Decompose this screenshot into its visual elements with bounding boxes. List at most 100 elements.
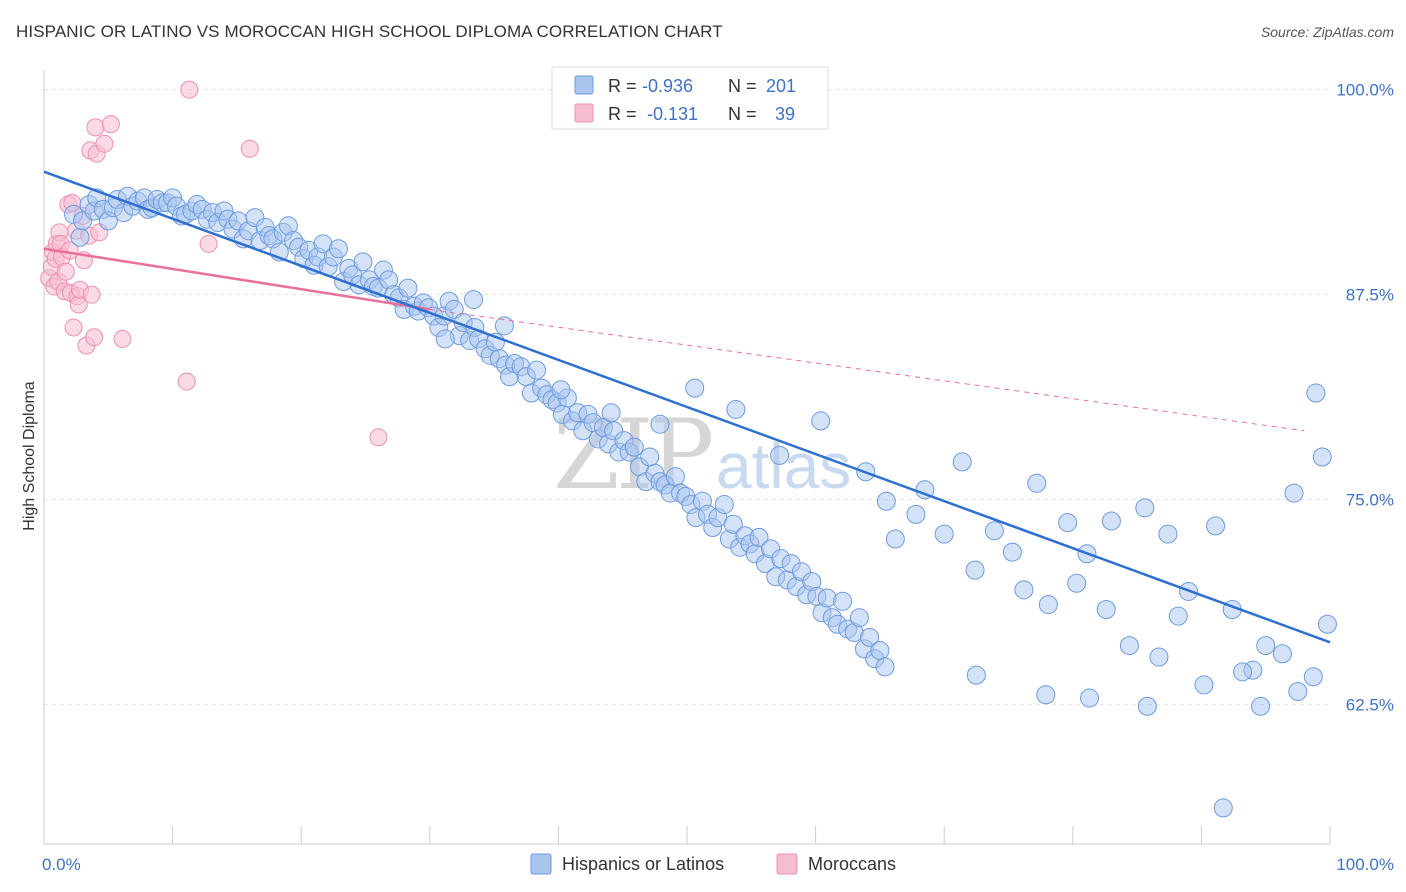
hispanics-point <box>527 360 547 380</box>
hispanics-point <box>464 290 484 310</box>
source-credit: Source: ZipAtlas.com <box>1260 24 1394 40</box>
hispanics-point <box>1058 513 1078 533</box>
hispanics-point <box>70 227 90 247</box>
series-swatch-hispanics <box>530 853 552 875</box>
y-axis-tick-labels: 100.0% 87.5% 75.0% 62.5% <box>1336 81 1394 715</box>
moroccans-trend-extension <box>429 308 1305 432</box>
hispanics-point <box>934 524 954 544</box>
hispanics-point <box>860 627 880 647</box>
hispanics-point <box>494 316 514 336</box>
moroccans-points <box>40 80 388 447</box>
hispanics-point <box>685 378 705 398</box>
hispanics-point <box>551 380 571 400</box>
hispanics-point <box>1317 614 1337 634</box>
hispanics-point <box>624 437 644 457</box>
hispanics-trend-line <box>43 170 1331 644</box>
legend-box <box>551 66 829 130</box>
hispanics-point <box>723 514 743 534</box>
y-tick-label: 62.5% <box>1346 696 1394 715</box>
gridlines <box>44 89 1330 706</box>
hispanics-point <box>885 529 905 549</box>
hispanics-point <box>1168 606 1188 626</box>
hispanics-point <box>714 495 734 515</box>
y-tick-label: 100.0% <box>1336 81 1394 100</box>
series-label-moroccans: Moroccans <box>808 854 896 874</box>
hispanics-point <box>984 521 1004 541</box>
y-axis-title: High School Diploma <box>21 381 38 531</box>
hispanics-point <box>966 665 986 685</box>
hispanics-point <box>1036 685 1056 705</box>
hispanics-point <box>1194 675 1214 695</box>
hispanics-point <box>1288 681 1308 701</box>
hispanics-point <box>1101 511 1121 531</box>
moroccans-point <box>82 285 101 304</box>
hispanics-point <box>875 657 895 677</box>
legend-swatch-moroccans <box>574 103 594 123</box>
hispanics-point <box>1135 498 1155 518</box>
hispanics-points <box>64 186 1337 818</box>
legend-r-label-1: R = <box>608 76 637 96</box>
hispanics-point <box>1312 447 1332 467</box>
moroccans-point <box>240 139 259 158</box>
hispanics-point <box>1096 600 1116 620</box>
moroccans-point <box>56 262 75 281</box>
hispanics-point <box>1067 573 1087 593</box>
hispanics-point <box>398 278 418 298</box>
legend-n-label-1: N = <box>728 76 757 96</box>
y-tick-label: 87.5% <box>1346 286 1394 305</box>
correlation-legend: R = -0.936 N = 201 R = -0.131 N = 39 <box>551 66 829 130</box>
hispanics-point <box>1213 798 1233 818</box>
hispanics-point <box>435 329 455 349</box>
legend-r-value-1: -0.936 <box>642 76 693 96</box>
moroccans-point <box>85 328 104 347</box>
moroccans-point <box>86 118 105 137</box>
hispanics-point <box>665 467 685 487</box>
y-tick-label: 75.0% <box>1346 491 1394 510</box>
hispanics-point <box>1027 473 1047 493</box>
hispanics-point <box>870 641 890 660</box>
hispanics-point <box>640 447 660 467</box>
moroccans-point <box>369 428 388 447</box>
moroccans-point <box>64 318 83 337</box>
hispanics-point <box>817 588 837 608</box>
hispanics-point <box>1251 696 1271 716</box>
hispanics-point <box>1158 524 1178 544</box>
series-legend: Hispanics or Latinos Moroccans <box>530 853 896 875</box>
hispanics-point <box>1272 644 1292 664</box>
hispanics-point <box>1080 688 1100 708</box>
hispanics-point <box>906 504 926 524</box>
moroccans-point <box>101 115 120 134</box>
moroccans-point <box>95 134 114 153</box>
x-axis-ticks <box>43 826 1331 844</box>
x-tick-label-min: 0.0% <box>42 855 81 874</box>
hispanics-point <box>1149 647 1169 667</box>
hispanics-point <box>1038 595 1058 615</box>
hispanics-point <box>833 591 853 611</box>
hispanics-point <box>1002 542 1022 562</box>
legend-r-label-2: R = <box>608 104 637 124</box>
x-tick-label-max: 100.0% <box>1336 855 1394 874</box>
hispanics-point <box>952 452 972 472</box>
series-label-hispanics: Hispanics or Latinos <box>562 854 724 874</box>
hispanics-point <box>1137 696 1157 716</box>
hispanics-point <box>1256 636 1276 656</box>
hispanics-point <box>726 399 746 419</box>
watermark-atlas: atlas <box>716 430 851 502</box>
hispanics-point <box>353 252 373 272</box>
hispanics-point <box>601 403 621 423</box>
chart-title: HISPANIC OR LATINO VS MOROCCAN HIGH SCHO… <box>16 22 723 41</box>
hispanics-point <box>811 411 831 431</box>
moroccans-point <box>180 80 199 99</box>
hispanics-point <box>876 491 896 511</box>
legend-n-value-2: 39 <box>775 104 795 124</box>
hispanics-point <box>1233 662 1253 682</box>
hispanics-point <box>650 414 670 434</box>
moroccans-point <box>199 234 218 253</box>
legend-n-label-2: N = <box>728 104 757 124</box>
hispanics-point <box>965 560 985 580</box>
legend-n-value-1: 201 <box>766 76 796 96</box>
hispanics-point <box>1303 667 1323 687</box>
legend-r-value-2: -0.131 <box>642 104 698 124</box>
hispanics-point <box>1119 636 1139 656</box>
